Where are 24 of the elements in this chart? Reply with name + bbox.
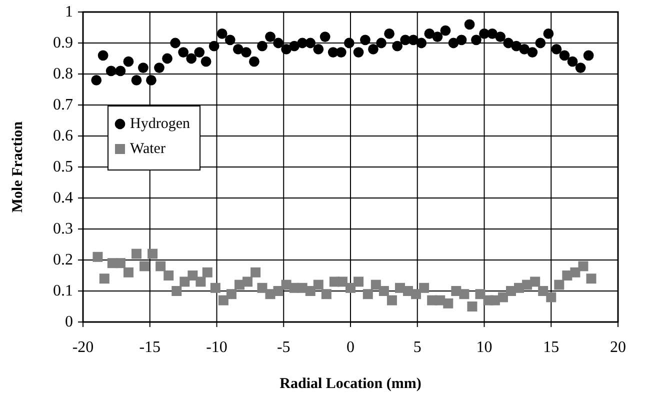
y-tick-label: 0 xyxy=(65,314,73,330)
x-tick-label: -10 xyxy=(206,339,228,356)
x-tick-label: 20 xyxy=(610,339,626,356)
y-tick-label: 0.6 xyxy=(53,128,73,144)
x-tick-label: -20 xyxy=(72,339,94,356)
y-tick-label: 0.3 xyxy=(53,220,73,238)
y-tick-label: 0.2 xyxy=(53,252,73,268)
y-tick-label: 0.7 xyxy=(53,96,73,114)
y-tick-label: 0.1 xyxy=(53,282,73,300)
y-tick-label: 0.5 xyxy=(53,158,73,176)
y-tick-label: 1 xyxy=(65,4,73,20)
x-axis-title: Radial Location (mm) xyxy=(280,376,422,392)
y-tick-label: 0.8 xyxy=(53,66,73,82)
x-tick-label: 0 xyxy=(346,339,354,356)
y-tick-label: 0.9 xyxy=(53,34,73,52)
x-tick-label: -15 xyxy=(139,339,161,356)
legend-label: Water xyxy=(130,141,166,157)
x-tick-label: 15 xyxy=(543,339,560,356)
x-tick-label: 10 xyxy=(476,339,492,356)
y-tick-label: 0.4 xyxy=(53,190,73,206)
legend-label: Hydrogen xyxy=(130,116,190,132)
x-tick-label: -5 xyxy=(276,339,290,356)
y-axis-title: Mole Fraction xyxy=(10,120,26,213)
x-tick-label: 5 xyxy=(413,339,422,356)
